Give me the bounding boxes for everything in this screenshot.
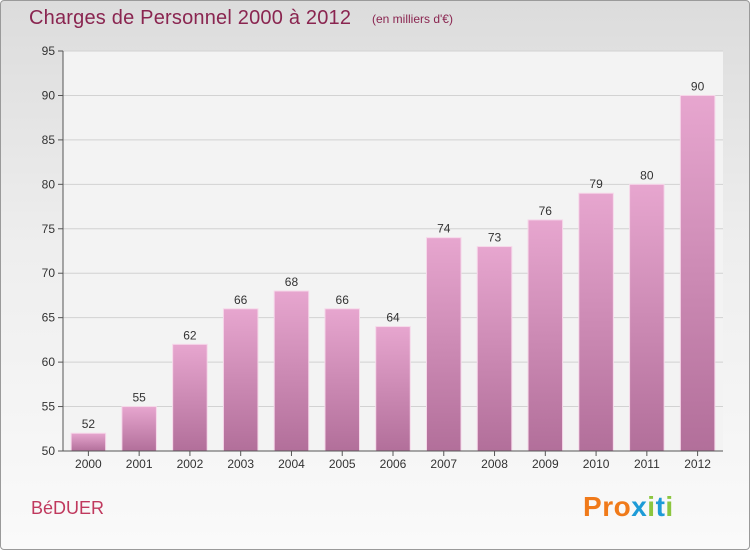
y-tick-label: 50 (42, 444, 56, 458)
y-tick-label: 55 (42, 400, 56, 414)
bar (629, 183, 665, 452)
bar (172, 343, 208, 452)
logo-letter: i (665, 491, 674, 522)
x-tick-label: 2000 (75, 457, 102, 471)
logo-letter: o (613, 491, 632, 522)
bar-value-label: 90 (691, 79, 705, 93)
proxiti-logo: Proxiti (583, 491, 674, 523)
bar (222, 308, 259, 452)
x-tick-label: 2002 (177, 457, 204, 471)
bar (121, 406, 157, 452)
y-tick-label: 95 (42, 44, 56, 58)
logo-letter: i (647, 491, 656, 522)
bars-layer: 52 55 62 66 68 66 64 74 73 76 79 80 90 (70, 79, 716, 452)
bar-value-label: 55 (132, 391, 146, 405)
chart-title: Charges de Personnel 2000 à 2012 (29, 7, 352, 29)
bar (70, 432, 107, 452)
x-tick-label: 2009 (532, 457, 559, 471)
axis-layer: 50 55 60 65 70 75 80 85 90 95 2000 2001 2002 2003 2004… (42, 44, 723, 471)
y-tick-label: 85 (42, 133, 56, 147)
x-tick-label: 2012 (684, 457, 711, 471)
x-tick-label: 2007 (430, 457, 457, 471)
x-tick-label: 2010 (583, 457, 610, 471)
bar-value-label: 64 (386, 311, 400, 325)
x-tick-label: 2011 (634, 457, 660, 471)
x-tick-label: 2004 (278, 457, 305, 471)
bar (426, 237, 462, 452)
y-tick-label: 80 (42, 177, 56, 191)
logo-letter: x (631, 491, 648, 522)
logo-letter: P (583, 491, 603, 522)
bar (679, 94, 716, 452)
bar (527, 219, 564, 452)
bar (324, 308, 360, 452)
bar-value-label: 68 (285, 275, 299, 289)
bar-value-label: 66 (234, 293, 248, 307)
bar-value-label: 66 (336, 293, 350, 307)
y-tick-label: 90 (42, 88, 56, 102)
bar-value-label: 79 (589, 177, 603, 191)
commune-name: BéDUER (31, 498, 105, 518)
bar (578, 192, 614, 452)
bar (476, 246, 513, 452)
y-tick-label: 70 (42, 266, 56, 280)
bar-value-label: 73 (488, 231, 502, 245)
bar-value-label: 52 (82, 417, 96, 431)
y-tick-label: 75 (42, 222, 56, 236)
bar-value-label: 76 (539, 204, 553, 218)
bar (375, 326, 411, 452)
x-tick-label: 2003 (227, 457, 254, 471)
logo-letter: r (602, 491, 614, 522)
chart-subtitle: (en milliers d'€) (372, 12, 453, 26)
logo-letter: t (655, 491, 666, 522)
x-tick-label: 2001 (126, 457, 153, 471)
x-tick-label: 2006 (380, 457, 407, 471)
bar (273, 290, 310, 452)
bar-value-label: 74 (437, 222, 451, 236)
bar-value-label: 80 (640, 168, 654, 182)
x-tick-label: 2005 (329, 457, 356, 471)
bar-value-label: 62 (183, 328, 197, 342)
y-tick-label: 65 (42, 311, 56, 325)
x-tick-label: 2008 (481, 457, 508, 471)
y-tick-label: 60 (42, 355, 56, 369)
